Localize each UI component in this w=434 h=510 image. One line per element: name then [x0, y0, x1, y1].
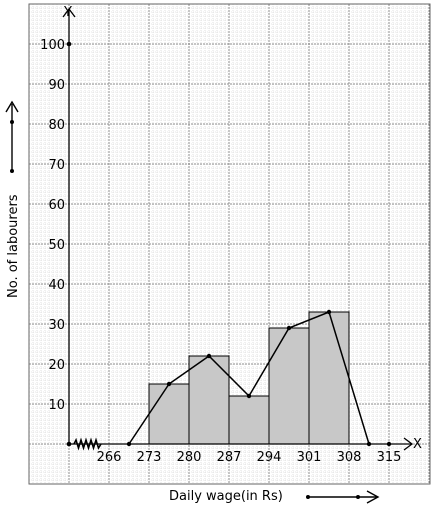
y-tick-label: 60: [48, 198, 65, 213]
axis-break-zigzag: [73, 437, 102, 451]
histogram-bar: [228, 395, 270, 445]
x-title-arrow-dot: [356, 495, 360, 499]
axis-arrows: [5, 100, 380, 504]
x-tick-label: 315: [377, 450, 402, 465]
x-tick-label: 266: [97, 450, 122, 465]
x-axis-letter: X: [413, 437, 422, 452]
y-tick-label: 70: [48, 158, 65, 173]
histogram-bar: [308, 311, 350, 445]
y-title-arrowhead: [5, 100, 19, 113]
y-tick-label: 10: [48, 398, 65, 413]
polygon-point: [366, 441, 372, 447]
x-tick-label: 294: [257, 450, 282, 465]
y-axis-title: No. of labourers: [6, 194, 21, 298]
x-tick-label: 273: [137, 450, 162, 465]
y-axis-arrowhead: [62, 7, 76, 18]
x-tick-label: 287: [217, 450, 242, 465]
y-tick-label: 50: [48, 238, 65, 253]
polygon-point: [166, 381, 172, 387]
polygon-point: [206, 353, 212, 359]
x-title-arrow-dot: [306, 495, 310, 499]
polygon-point: [126, 441, 132, 447]
x-axis-title: Daily wage(in Rs): [169, 489, 283, 504]
polygon-point: [326, 309, 332, 315]
axes: [62, 7, 414, 451]
origin-dot: [66, 441, 72, 447]
y-tick-label: 80: [48, 118, 65, 133]
y-tick-label: 30: [48, 318, 65, 333]
histogram-bar: [148, 383, 190, 445]
x-axis-arrowhead: [403, 437, 414, 451]
y-top-dot: [66, 41, 72, 47]
histogram-bar: [268, 327, 310, 445]
y-tick-label: 90: [48, 78, 65, 93]
y-title-arrow-dot: [10, 120, 14, 124]
tick-labels: 266 273 280 287 294 301 308 315 10 20 30 40 50 60 70 80…: [40, 38, 401, 465]
polygon-point: [286, 325, 292, 331]
y-tick-label: 20: [48, 358, 65, 373]
x-title-arrowhead: [366, 490, 380, 504]
y-title-arrow-dot: [10, 169, 14, 173]
x-axis-dot: [386, 441, 392, 447]
grid-border: [28, 3, 431, 485]
y-tick-label: 40: [48, 278, 65, 293]
x-tick-label: 301: [297, 450, 322, 465]
frequency-polygon: [126, 309, 392, 447]
polygon-point: [246, 393, 252, 399]
x-tick-label: 308: [337, 450, 362, 465]
y-tick-label: 100: [40, 38, 65, 53]
y-axis-letter: Y: [63, 5, 72, 20]
histogram-bars: [148, 311, 350, 445]
grid: [28, 3, 431, 485]
x-tick-label: 280: [177, 450, 202, 465]
